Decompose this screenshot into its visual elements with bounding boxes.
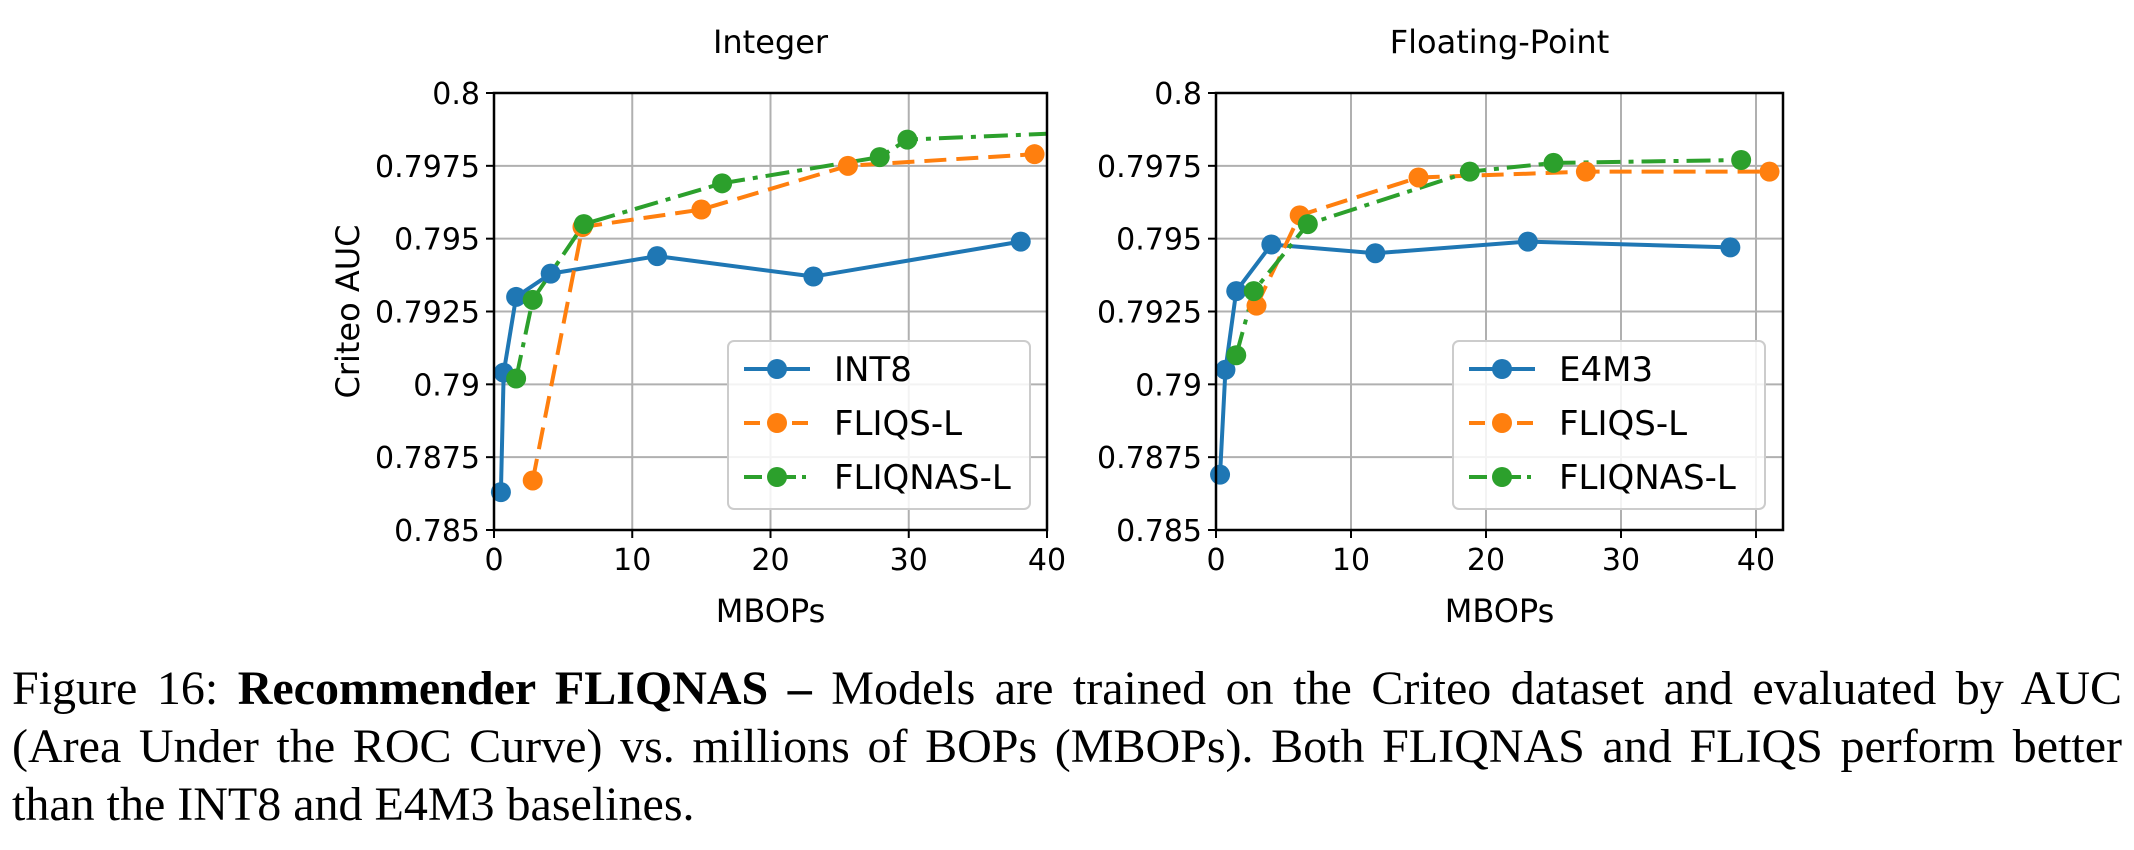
chart1-ytick-label-1: 0.7875	[375, 441, 480, 476]
chart2-ytick-label-1: 0.7875	[1097, 441, 1202, 476]
chart2-legend-marker-fliqs-l	[1492, 413, 1512, 433]
chart2-point-e4m3-5	[1517, 231, 1538, 252]
chart2-point-e4m3-3	[1261, 234, 1282, 255]
chart1-ytick-label-5: 0.7975	[375, 150, 480, 185]
chart1-xtick-label-4: 40	[1028, 543, 1066, 578]
chart1-xlabel: MBOPs	[716, 592, 826, 630]
chart2-series-line-fliqnas-l	[1234, 158, 1742, 356]
chart1-legend-label-fliqnas-l: FLIQNAS-L	[834, 458, 1011, 498]
chart2-legend-marker-e4m3	[1492, 359, 1512, 379]
chart2-point-fliqnas-l-4	[1543, 152, 1564, 173]
chart1-point-int8-0	[490, 482, 511, 503]
chart1-title: Integer	[713, 23, 829, 61]
chart1-xtick-label-1: 10	[613, 543, 651, 578]
chart1-point-fliqs-l-3	[837, 155, 858, 176]
chart1-point-fliqnas-l-0	[506, 368, 527, 389]
chart2-point-e4m3-4	[1365, 243, 1386, 264]
chart2-xtick-label-4: 40	[1737, 543, 1775, 578]
chart2-ytick-label-6: 0.8	[1154, 77, 1202, 112]
chart2-xtick-label-1: 10	[1332, 543, 1370, 578]
chart1-legend-marker-fliqs-l	[767, 413, 787, 433]
chart2-legend-label-fliqs-l: FLIQS-L	[1559, 404, 1687, 444]
chart1-point-fliqs-l-2	[691, 199, 712, 220]
chart1-xtick-label-3: 30	[890, 543, 928, 578]
chart1-legend-marker-int8	[767, 359, 787, 379]
chart2-ytick-label-4: 0.795	[1116, 223, 1202, 258]
chart2-point-fliqnas-l-2	[1297, 214, 1318, 235]
chart2-title: Floating-Point	[1390, 23, 1610, 61]
chart2-xlabel: MBOPs	[1445, 592, 1555, 630]
chart2-ytick-label-2: 0.79	[1135, 368, 1202, 403]
chart2-legend-marker-fliqnas-l	[1492, 467, 1512, 487]
chart2-legend-label-fliqnas-l: FLIQNAS-L	[1559, 458, 1736, 498]
caption-bold: Recommender FLIQNAS –	[237, 662, 812, 715]
chart2-point-e4m3-1	[1215, 359, 1236, 380]
chart2-legend: E4M3 FLIQS-L FLIQNAS-L	[1452, 340, 1766, 510]
chart1-legend-marker-fliqnas-l	[767, 467, 787, 487]
chart1-point-int8-3	[540, 263, 561, 284]
chart2-legend-box	[1452, 340, 1766, 510]
chart2-xtick-label-0: 0	[1206, 543, 1225, 578]
chart2-ytick-label-5: 0.7975	[1097, 150, 1202, 185]
chart1-series-line-fliqs-l	[530, 152, 1035, 481]
chart1-point-fliqnas-l-3	[712, 173, 733, 194]
figure: 0 10 20 30 40 0.785 0.7875 0.79 0.7925 0.795 0.797…	[329, 23, 1785, 630]
chart2-point-fliqnas-l-1	[1243, 281, 1264, 302]
chart1-point-fliqnas-l-2	[573, 214, 594, 235]
chart2-point-e4m3-2	[1226, 281, 1247, 302]
chart1-point-fliqs-l-4	[1024, 144, 1045, 165]
chart1-ytick-label-4: 0.795	[394, 223, 480, 258]
chart1-point-int8-6	[1010, 231, 1031, 252]
chart1-xtick-label-0: 0	[484, 543, 503, 578]
chart1-point-fliqnas-l-4	[869, 147, 890, 168]
chart1-ytick-label-0: 0.785	[394, 514, 480, 549]
chart1-ytick-label-6: 0.8	[432, 77, 480, 112]
chart1-ytick-label-2: 0.79	[413, 368, 480, 403]
caption-prefix: Figure 16:	[12, 662, 238, 715]
chart1-legend-label-fliqs-l: FLIQS-L	[834, 404, 962, 444]
chart1-point-int8-2	[506, 286, 527, 307]
chart1-point-fliqnas-l-1	[522, 289, 543, 310]
chart2-xtick-label-2: 20	[1467, 543, 1505, 578]
chart2-point-e4m3-6	[1720, 237, 1741, 258]
chart2-ytick-label-3: 0.7925	[1097, 296, 1202, 331]
chart2-point-e4m3-0	[1210, 464, 1231, 485]
chart1-point-int8-5	[803, 266, 824, 287]
chart1-point-fliqnas-l-5	[897, 129, 918, 150]
chart2-point-fliqnas-l-5	[1731, 150, 1752, 171]
chart1-ylabel: Criteo AUC	[329, 224, 367, 398]
chart2-point-fliqnas-l-3	[1459, 161, 1480, 182]
chart2-xtick-label-3: 30	[1602, 543, 1640, 578]
chart1-ytick-label-3: 0.7925	[375, 296, 480, 331]
chart1-legend: INT8 FLIQS-L FLIQNAS-L	[727, 340, 1031, 510]
chart1-point-fliqs-l-0	[522, 470, 543, 491]
chart2-point-fliqs-l-4	[1759, 161, 1780, 182]
caption-text: Models are trained on the Criteo dataset…	[12, 662, 2123, 831]
chart2-ytick-label-0: 0.785	[1116, 514, 1202, 549]
figure-caption: Figure 16: Recommender FLIQNAS – Models …	[12, 660, 2122, 834]
chart1-point-int8-4	[647, 246, 668, 267]
chart1-legend-label-int8: INT8	[834, 350, 912, 390]
chart1-legend-box	[727, 340, 1031, 510]
chart1-plot: 0 10 20 30 40 0.785 0.7875 0.79 0.7925 0.795 0.797…	[329, 23, 1066, 630]
chart1-xtick-label-2: 20	[751, 543, 789, 578]
chart2-legend-label-e4m3: E4M3	[1559, 350, 1653, 390]
chart2-plot: 0 10 20 30 40 0.785 0.7875 0.79 0.7925 0.795 0.797…	[1097, 23, 1785, 630]
chart2-point-fliqs-l-3	[1575, 161, 1596, 182]
chart2-point-fliqs-l-2	[1408, 167, 1429, 188]
chart2-point-fliqnas-l-0	[1226, 345, 1247, 366]
